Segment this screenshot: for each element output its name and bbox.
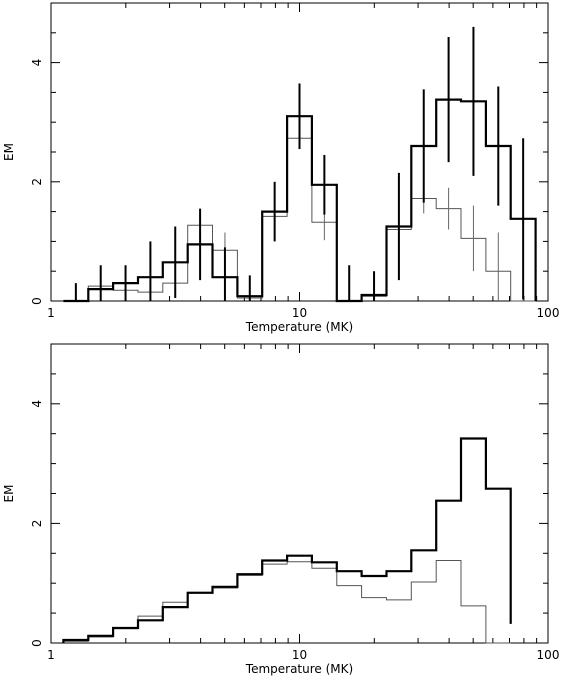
x-tick-label: 10 [292,306,307,320]
plot-frame [50,343,549,644]
series-2-step-line [63,137,536,302]
series-1-step-line [62,437,512,643]
series-2-step-line [62,560,511,644]
chart-panel-1: 1 10 100 0 2 4 Temperature (MK) EM [2,2,560,334]
x-axis-title: Temperature (MK) [245,662,353,676]
x-axis-title: Temperature (MK) [245,320,353,334]
chart-panel-2: 1 10 100 0 2 4 Temperature (MK) EM [2,343,560,676]
y-axis-title: EM [2,485,16,503]
y-axis-title: EM [2,143,16,161]
x-tick-label: 100 [537,648,560,662]
x-tick-label: 100 [537,306,560,320]
y-tick-label: 4 [30,400,44,408]
y-tick-label: 2 [30,520,44,528]
x-tick-label: 10 [292,648,307,662]
y-tick-label: 0 [30,297,44,305]
series-1-step-line [63,98,537,303]
y-tick-label: 2 [30,178,44,186]
x-tick-label: 1 [47,306,55,320]
y-tick-label: 0 [30,639,44,647]
x-tick-label: 1 [47,648,55,662]
y-tick-label: 4 [30,59,44,67]
